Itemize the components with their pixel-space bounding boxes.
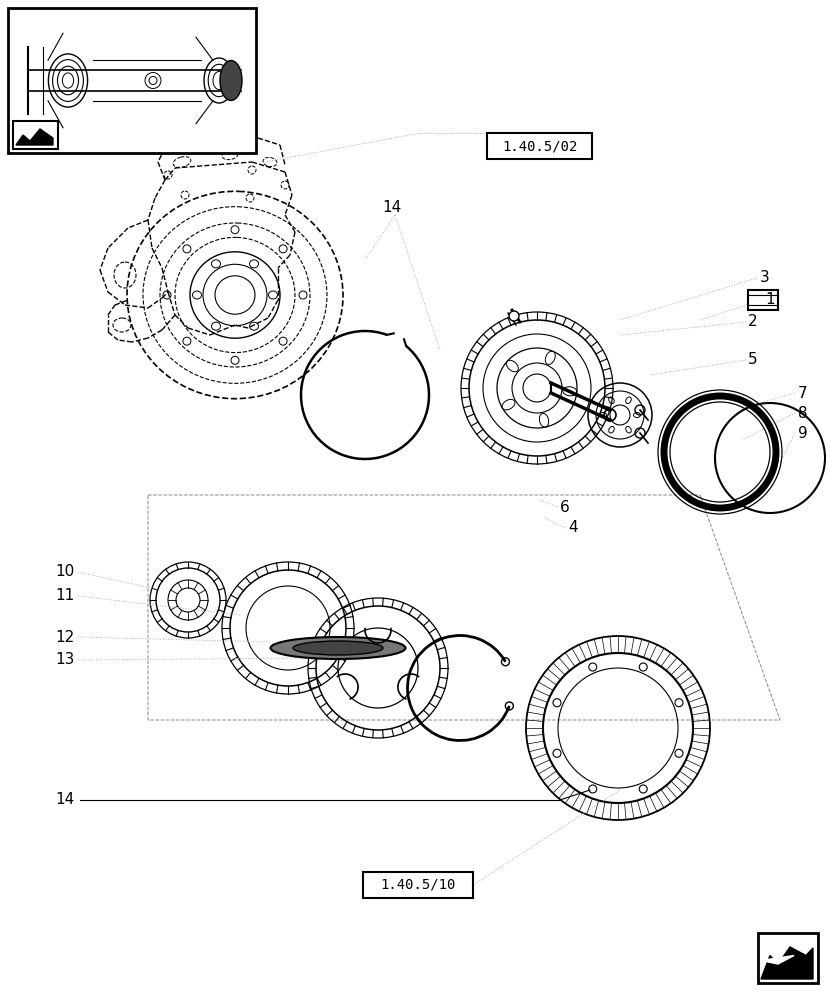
Text: 5: 5 [748, 353, 758, 367]
Text: 1: 1 [765, 292, 775, 308]
Text: 1.40.5/02: 1.40.5/02 [502, 139, 577, 153]
Text: 12: 12 [55, 630, 74, 645]
Ellipse shape [220, 60, 242, 101]
Bar [748, 290, 778, 310]
Ellipse shape [293, 641, 383, 655]
Circle shape [509, 311, 519, 321]
Bar [758, 933, 818, 983]
Text: 9: 9 [798, 426, 808, 440]
Bar [8, 8, 256, 153]
Text: 14: 14 [382, 200, 401, 215]
Bar [13, 121, 58, 149]
Text: 8: 8 [798, 406, 808, 420]
Text: 7: 7 [798, 385, 808, 400]
Text: 3: 3 [760, 270, 770, 286]
Polygon shape [761, 947, 813, 979]
Bar [760, 935, 816, 981]
Text: 4: 4 [568, 520, 577, 536]
Polygon shape [761, 956, 794, 964]
Bar [487, 133, 592, 159]
Text: 10: 10 [55, 564, 74, 580]
Polygon shape [16, 129, 53, 145]
Bar [363, 872, 473, 898]
Text: 1.40.5/10: 1.40.5/10 [380, 878, 456, 892]
Text: 14: 14 [55, 792, 74, 808]
Ellipse shape [270, 637, 405, 659]
Text: 2: 2 [748, 314, 758, 330]
Text: 6: 6 [560, 499, 570, 514]
Text: 11: 11 [55, 588, 74, 603]
Text: 13: 13 [55, 652, 74, 668]
